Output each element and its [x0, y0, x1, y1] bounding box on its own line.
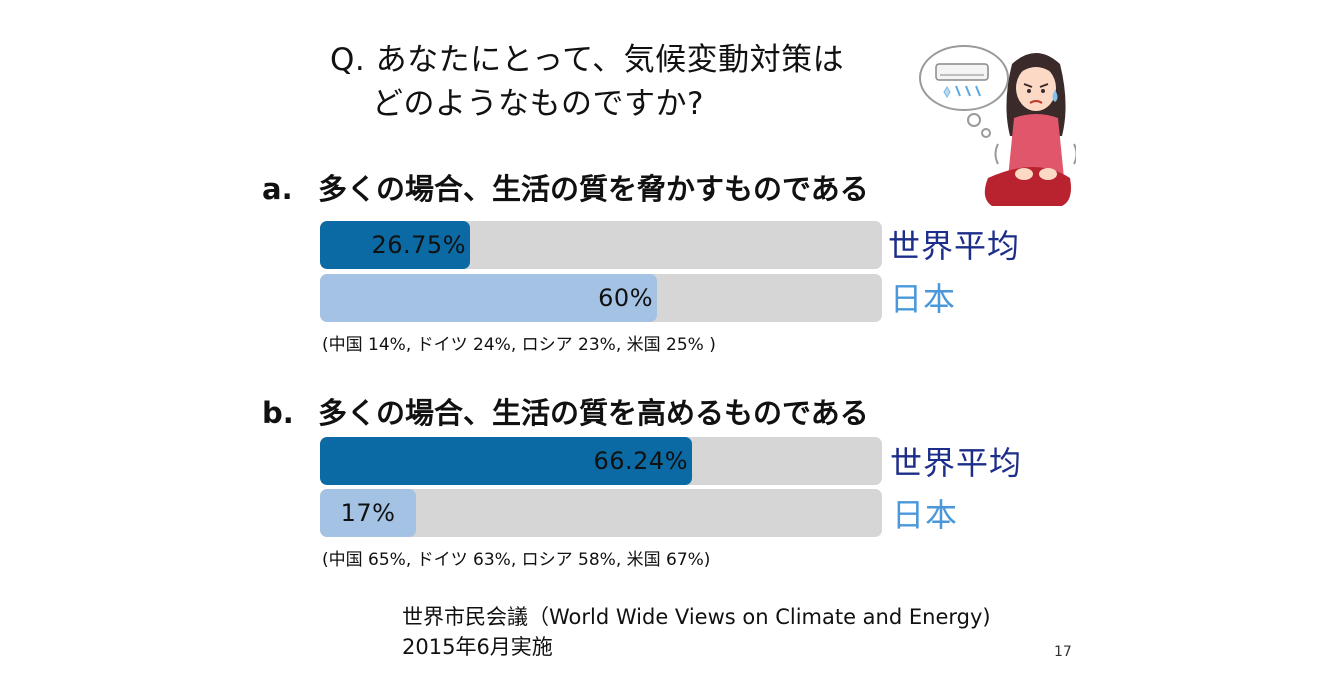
air-conditioner-icon	[935, 63, 989, 81]
thought-dot-large	[967, 113, 981, 127]
bar-a-world-value: 26.75%	[371, 231, 466, 259]
subquestion-b-text: 多くの場合、生活の質を高めるものである	[318, 396, 869, 430]
note-b: (中国 65%, ドイツ 63%, ロシア 58%, 米国 67%)	[322, 550, 711, 570]
legend-b-japan: 日本	[892, 496, 959, 534]
cold-air-icon	[955, 85, 981, 97]
frown-mouth	[1029, 100, 1043, 104]
legend-b-world: 世界平均	[890, 444, 1023, 482]
subquestion-b-letter: b.	[262, 396, 294, 430]
subquestion-a-letter: a.	[262, 172, 293, 206]
bar-track-a-world: 26.75%	[320, 221, 882, 269]
shiver-lines	[994, 143, 1076, 165]
bar-track-b-japan: 17%	[320, 489, 882, 537]
page-number: 17	[1054, 644, 1072, 660]
bar-a-japan: 60%	[320, 274, 657, 322]
face	[1016, 65, 1056, 111]
right-hand	[1039, 168, 1057, 180]
source-line-2: 2015年6月実施	[402, 635, 553, 659]
bar-track-b-world: 66.24%	[320, 437, 882, 485]
frowning-brows	[1023, 83, 1049, 88]
question-line-1: Q. あなたにとって、気候変動対策は	[330, 42, 845, 78]
bar-a-japan-value: 60%	[598, 284, 653, 312]
shirt	[1008, 114, 1064, 178]
worried-woman-air-conditioner-illustration	[919, 45, 1076, 206]
snowflake-icon	[943, 86, 951, 98]
bar-a-world: 26.75%	[320, 221, 470, 269]
bar-b-japan-value: 17%	[340, 499, 396, 527]
legend-a-world: 世界平均	[888, 227, 1021, 265]
question-line-2: どのようなものですか?	[372, 86, 704, 122]
legend-a-japan: 日本	[890, 280, 957, 318]
thought-dot-small	[981, 128, 991, 138]
left-hand	[1015, 168, 1033, 180]
note-a: (中国 14%, ドイツ 24%, ロシア 23%, 米国 25% )	[322, 335, 716, 355]
bar-b-world-value: 66.24%	[593, 447, 688, 475]
subquestion-b: b. 多くの場合、生活の質を高めるものである	[262, 390, 869, 432]
sweat-drop-icon	[1052, 90, 1058, 102]
subquestion-a-text: 多くの場合、生活の質を脅かすものである	[318, 172, 869, 206]
bar-b-world: 66.24%	[320, 437, 692, 485]
subquestion-a: a. 多くの場合、生活の質を脅かすものである	[262, 166, 869, 208]
bar-track-a-japan: 60%	[320, 274, 882, 322]
bar-b-japan: 17%	[320, 489, 416, 537]
source-line-1: 世界市民会議（World Wide Views on Climate and E…	[402, 605, 991, 629]
